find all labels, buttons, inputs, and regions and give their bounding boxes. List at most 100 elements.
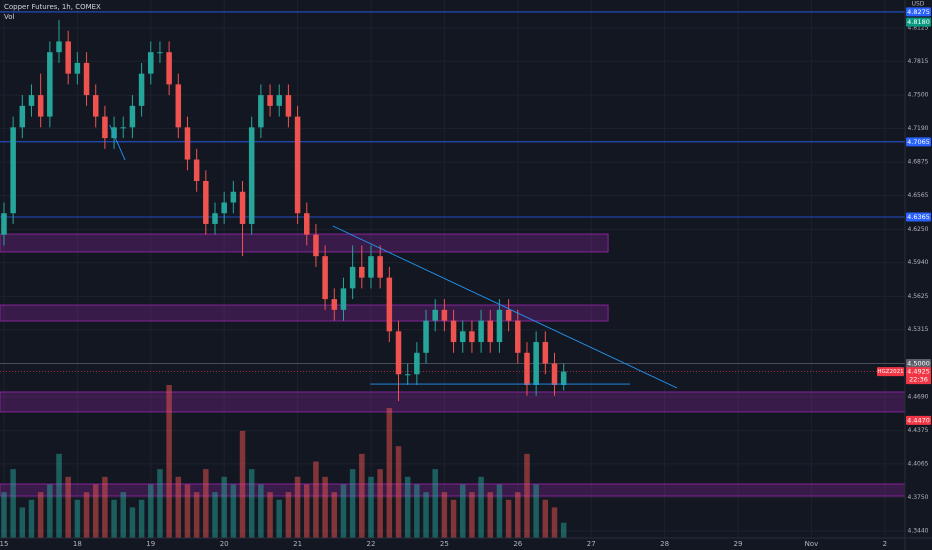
candle-body <box>230 191 237 203</box>
candle-body <box>19 105 26 128</box>
volume-bar <box>102 476 108 538</box>
candle-body <box>102 116 108 139</box>
volume-bar <box>395 446 402 538</box>
x-tick-label: 18 <box>73 540 82 548</box>
candle-body <box>276 95 282 106</box>
candle-body <box>450 320 457 343</box>
candle-body <box>166 52 172 85</box>
volume-bar <box>322 476 328 538</box>
zone <box>0 483 906 497</box>
level-label-box <box>906 415 931 425</box>
volume-bar <box>267 492 273 538</box>
candle-body <box>47 52 53 117</box>
current-price-label: 4.4925 <box>907 368 930 376</box>
volume-bar <box>294 476 301 538</box>
candle-body <box>83 62 90 96</box>
candle-body <box>395 331 402 375</box>
candle-body <box>432 309 438 321</box>
volume-bar <box>441 492 448 538</box>
volume-bar <box>533 484 539 538</box>
candle-body <box>515 320 521 353</box>
y-tick-label: 4.8125 <box>908 25 929 32</box>
candle-body <box>157 52 163 54</box>
candle-body <box>377 256 383 278</box>
volume-bar <box>285 492 292 538</box>
symbol-box <box>877 367 904 377</box>
volume-bar <box>432 469 438 538</box>
trendline <box>109 124 126 161</box>
volume-bar <box>404 476 411 538</box>
zone <box>0 233 609 253</box>
volume-bar <box>551 507 558 538</box>
y-tick-label: 4.6565 <box>908 192 929 199</box>
y-tick-label: 4.7500 <box>908 92 929 99</box>
candle-body <box>1 213 7 235</box>
volume-bar <box>487 492 494 538</box>
candle-body <box>478 320 484 343</box>
currency: USD <box>912 1 925 8</box>
x-tick-label: 2 <box>883 540 887 548</box>
candle-body <box>203 181 209 224</box>
candle-body <box>285 95 292 117</box>
candle-body <box>386 277 393 332</box>
candle-body <box>138 73 145 106</box>
candle-body <box>221 202 227 214</box>
candle-body <box>542 342 549 364</box>
volume-bar <box>331 492 338 538</box>
volume-bar <box>184 484 191 538</box>
volume-bar <box>157 469 163 538</box>
x-tick-label: 21 <box>293 540 302 548</box>
volume-bar <box>478 476 484 538</box>
volume-bar <box>386 407 393 538</box>
y-tick-label: 4.4690 <box>908 393 929 400</box>
candle-body <box>359 266 365 278</box>
y-tick-label: 4.5315 <box>908 326 929 333</box>
y-tick-label: 4.5625 <box>908 293 929 300</box>
candle-body <box>423 320 429 353</box>
volume-bar <box>368 476 374 538</box>
y-tick-label: 4.5940 <box>908 259 929 266</box>
symbol-label: HGZ2021 <box>877 369 903 375</box>
volume-bar <box>340 484 347 538</box>
y-tick-label: 4.4065 <box>908 460 929 467</box>
volume-bar <box>423 492 429 538</box>
volume-label: Vol <box>4 13 15 21</box>
y-tick-label: 4.3750 <box>908 494 929 501</box>
candle-body <box>65 41 71 74</box>
volume-bar <box>129 507 136 538</box>
candle-body <box>92 95 99 117</box>
volume-bar <box>560 522 567 538</box>
candle-body <box>469 331 475 343</box>
volume-bar <box>542 499 549 538</box>
volume-bar <box>304 484 310 538</box>
volume-bar <box>496 484 503 538</box>
y-tick-label: 4.7190 <box>908 125 929 132</box>
level-label: 4.6365 <box>907 213 930 221</box>
y-tick-label: 4.3440 <box>908 528 929 535</box>
x-tick-label: 15 <box>0 540 8 548</box>
candle-body <box>404 374 411 376</box>
candle-body <box>368 256 374 278</box>
volume-bar <box>148 484 154 538</box>
trendline <box>332 225 678 389</box>
volume-bar <box>175 476 182 538</box>
volume-bar <box>166 385 172 538</box>
candle-body <box>248 127 255 224</box>
volume-bar <box>28 499 35 538</box>
level-label: 4.4470 <box>907 416 930 424</box>
candle-body <box>148 52 154 74</box>
volume-bar <box>524 453 530 538</box>
level-label: 4.7065 <box>907 138 930 146</box>
volume-bar <box>92 484 99 538</box>
volume-bar <box>111 499 117 538</box>
volume-bar <box>37 492 44 538</box>
candle-body <box>331 299 338 310</box>
volume-bar <box>469 492 475 538</box>
candle-body <box>322 256 328 300</box>
x-tick-label: 27 <box>587 540 596 548</box>
x-tick-label: 25 <box>440 540 449 548</box>
candle-body <box>524 352 530 386</box>
volume-bar <box>203 469 209 538</box>
